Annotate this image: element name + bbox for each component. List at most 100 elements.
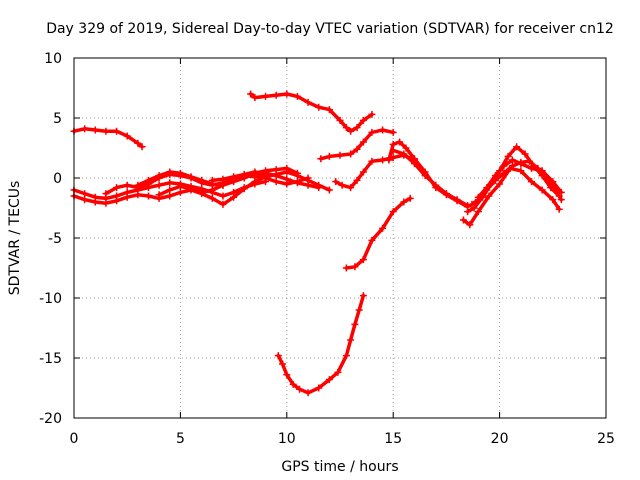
data-point (187, 185, 195, 193)
data-point (347, 336, 355, 344)
series-trace (248, 92, 374, 133)
data-point (283, 164, 291, 172)
data-series (70, 90, 565, 397)
data-point (134, 181, 142, 189)
x-axis-label: GPS time / hours (281, 459, 398, 475)
series-arc-early-high (70, 125, 146, 151)
data-point (389, 208, 397, 216)
data-point (262, 169, 270, 177)
data-point (123, 181, 131, 189)
series-trace (344, 196, 412, 270)
data-point (504, 152, 512, 160)
x-tick-label: 15 (384, 431, 402, 447)
data-point (557, 188, 565, 196)
data-point (315, 184, 323, 192)
series-arc-late-4 (474, 156, 565, 201)
data-point (453, 196, 461, 204)
y-tick-label: -10 (39, 291, 62, 307)
data-point (474, 193, 482, 201)
data-point (359, 256, 367, 264)
data-point (187, 173, 195, 181)
data-point (517, 160, 525, 168)
data-point (283, 175, 291, 183)
data-point (555, 205, 563, 213)
data-point (342, 352, 350, 360)
data-point (508, 156, 516, 164)
data-point (230, 193, 238, 201)
data-point (517, 167, 525, 175)
data-point (496, 180, 504, 188)
series-arc-main-6 (208, 168, 323, 192)
series-trace (319, 128, 395, 161)
data-point (208, 186, 216, 194)
data-point (102, 190, 110, 198)
data-point (198, 188, 206, 196)
data-point (81, 125, 89, 133)
series-arc-lower-rising (342, 194, 414, 272)
data-point (500, 169, 508, 177)
data-point (144, 176, 152, 184)
y-tick-label: -15 (39, 351, 62, 367)
series-arc-high-long (247, 90, 376, 135)
series-trace (136, 166, 300, 187)
data-point (466, 221, 474, 229)
data-point (166, 186, 174, 194)
data-point (317, 155, 325, 163)
data-point (81, 196, 89, 204)
data-point (166, 168, 174, 176)
data-point (274, 352, 282, 360)
data-point (474, 208, 482, 216)
data-point (304, 389, 312, 397)
data-point (325, 376, 333, 384)
data-point (432, 181, 440, 189)
data-point (283, 371, 291, 379)
series-trace (333, 153, 417, 190)
data-point (251, 168, 259, 176)
data-point (351, 320, 359, 328)
data-point (336, 151, 344, 159)
data-point (155, 181, 163, 189)
data-point (442, 190, 450, 198)
data-point (293, 179, 301, 187)
data-point (240, 170, 248, 178)
grid-lines (74, 58, 606, 418)
data-point (483, 184, 491, 192)
series-arc-peak-descend-2 (389, 146, 472, 210)
data-point (347, 184, 355, 192)
data-point (123, 132, 131, 140)
data-point (464, 202, 472, 210)
data-point (283, 90, 291, 98)
data-point (81, 190, 89, 198)
data-point (385, 156, 393, 164)
data-point (166, 179, 174, 187)
data-point (293, 169, 301, 177)
data-point (355, 306, 363, 314)
data-point (304, 98, 312, 106)
data-point (379, 126, 387, 134)
chart-title: Day 329 of 2019, Sidereal Day-to-day VTE… (46, 21, 614, 37)
y-tick-label: -20 (39, 411, 62, 427)
data-point (508, 162, 516, 170)
data-point (421, 172, 429, 180)
series-trace (391, 148, 470, 208)
x-tick-label: 20 (491, 431, 509, 447)
data-point (538, 186, 546, 194)
data-point (304, 174, 312, 182)
data-point (396, 138, 404, 146)
data-point (389, 140, 397, 148)
data-point (485, 192, 493, 200)
data-point (468, 200, 476, 208)
data-point (315, 103, 323, 111)
data-point (379, 224, 387, 232)
data-point (557, 196, 565, 204)
data-point (315, 384, 323, 392)
data-point (389, 146, 397, 154)
data-point (528, 164, 536, 172)
data-point (528, 178, 536, 186)
data-point (230, 173, 238, 181)
data-point (144, 192, 152, 200)
data-point (525, 157, 533, 165)
data-point (134, 191, 142, 199)
data-point (272, 172, 280, 180)
